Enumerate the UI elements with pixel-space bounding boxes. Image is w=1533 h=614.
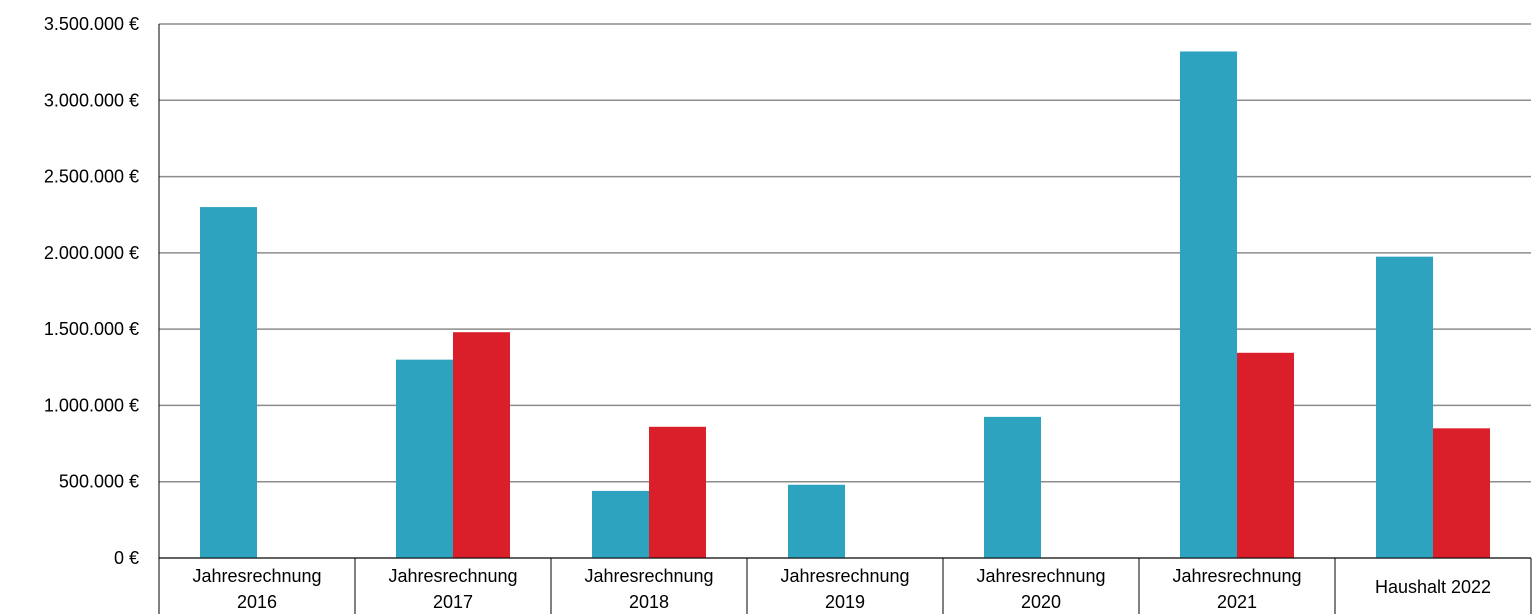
bar bbox=[453, 332, 510, 558]
bar bbox=[649, 426, 706, 558]
x-tick-label: 2016 bbox=[237, 592, 277, 612]
x-tick-label: Jahresrechnung bbox=[584, 566, 713, 586]
x-axis-labels: Jahresrechnung 2016 Jahresrechnung 2017 Jahr… bbox=[192, 566, 1491, 612]
gridlines bbox=[159, 23, 1531, 559]
x-tick-label: 2021 bbox=[1217, 592, 1257, 612]
x-tick-label: Jahresrechnung bbox=[976, 566, 1105, 586]
y-tick-label: 3.000.000 € bbox=[44, 90, 139, 110]
x-tick-label: Jahresrechnung bbox=[192, 566, 321, 586]
x-tick-label: Haushalt 2022 bbox=[1375, 577, 1491, 597]
x-tick-label: 2020 bbox=[1021, 592, 1061, 612]
bar bbox=[396, 359, 453, 558]
x-tick-label: 2017 bbox=[433, 592, 473, 612]
y-tick-label: 1.500.000 € bbox=[44, 319, 139, 339]
x-tick-label: 2019 bbox=[825, 592, 865, 612]
bars bbox=[200, 51, 1490, 559]
y-tick-label: 2.000.000 € bbox=[44, 243, 139, 263]
x-tick-label: Jahresrechnung bbox=[388, 566, 517, 586]
y-axis-labels: 0 € 500.000 € 1.000.000 € 1.500.000 € 2.000.… bbox=[44, 14, 139, 568]
y-tick-label: 3.500.000 € bbox=[44, 14, 139, 34]
bar bbox=[1180, 51, 1237, 558]
bar bbox=[984, 416, 1041, 558]
bar bbox=[200, 207, 257, 559]
bar bbox=[592, 490, 649, 558]
x-tick-label: 2018 bbox=[629, 592, 669, 612]
bar bbox=[1376, 256, 1433, 558]
y-tick-label: 500.000 € bbox=[59, 472, 139, 492]
x-tick-label: Jahresrechnung bbox=[780, 566, 909, 586]
y-tick-label: 2.500.000 € bbox=[44, 167, 139, 187]
y-tick-label: 0 € bbox=[114, 548, 139, 568]
y-tick-label: 1.000.000 € bbox=[44, 395, 139, 415]
bar bbox=[1433, 428, 1490, 558]
bar bbox=[1237, 352, 1294, 558]
bar bbox=[788, 484, 845, 558]
x-tick-label: Jahresrechnung bbox=[1172, 566, 1301, 586]
axes bbox=[158, 24, 1532, 614]
